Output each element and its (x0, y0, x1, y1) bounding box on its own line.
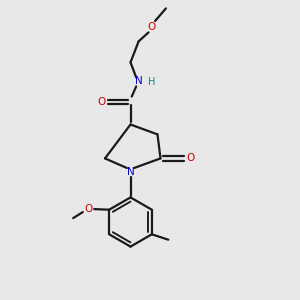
Text: O: O (186, 153, 195, 164)
Text: O: O (84, 204, 92, 214)
Text: H: H (148, 76, 155, 87)
Text: N: N (135, 76, 142, 86)
Text: N: N (127, 167, 134, 177)
Text: O: O (147, 22, 156, 32)
Text: O: O (97, 97, 106, 107)
